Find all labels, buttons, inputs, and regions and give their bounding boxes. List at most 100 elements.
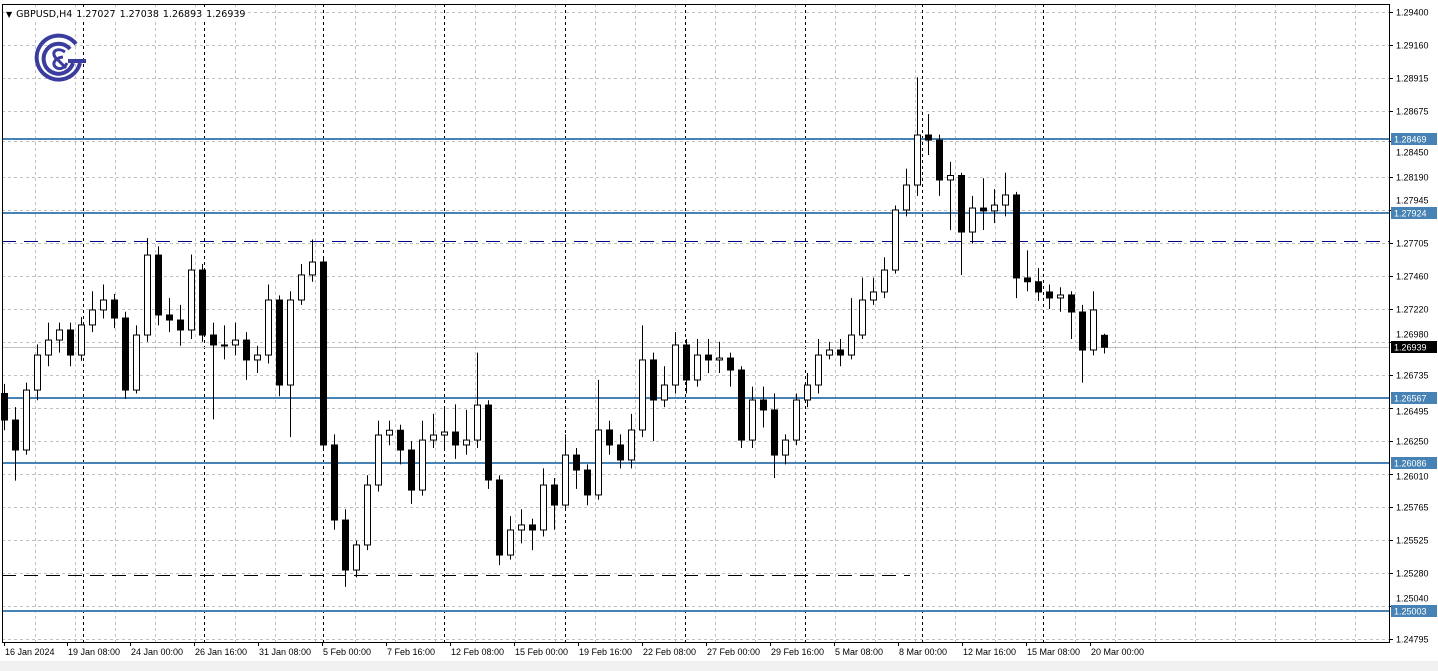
x-tick-label: 5 Feb 00:00 [323,647,371,657]
y-tick-label: 1.28190 [1396,173,1429,183]
bear-candle [111,299,118,319]
bull-candle [1057,294,1064,299]
y-tick-label: 1.27705 [1396,239,1429,249]
level-price-tag [1391,605,1437,617]
bear-candle [243,339,250,361]
bear-candle [529,524,536,531]
bear-candle [12,419,19,451]
bear-candle [584,469,591,496]
axes: 1.29400 1.29160 1.28915 1.28675 1.28450 1.281… [2,4,1437,657]
bear-candle [485,404,492,481]
bull-candle [716,357,723,361]
bear-candle [1101,334,1108,348]
bear-candle [837,349,844,356]
symbol-header[interactable]: ▼ GBPUSD,H4 1.27027 1.27038 1.26893 1.26… [6,9,246,20]
period-separators [83,4,1044,642]
bear-candle [177,319,184,331]
bull-candle [254,354,261,361]
bear-candle [980,207,987,212]
bull-candle [793,399,800,441]
bull-candle [859,299,866,336]
bear-candle [342,519,349,571]
bull-candle [309,261,316,276]
bear-candle [683,344,690,381]
bear-candle [606,429,613,446]
bear-candle [1035,281,1042,293]
bull-candle [419,439,426,491]
current-price-tag [1391,341,1437,353]
bull-candle [881,269,888,293]
bear-candle [320,261,327,446]
y-tick-label: 1.29400 [1396,8,1429,18]
bear-candle [760,399,767,411]
x-tick-label: 12 Mar 16:00 [963,647,1016,657]
x-tick-label: 8 Mar 00:00 [899,647,947,657]
bull-candle [562,454,569,506]
level-lines [2,138,1389,612]
bear-candle [496,479,503,556]
x-tick-label: 19 Feb 16:00 [579,647,632,657]
y-tick-label: 1.28675 [1396,107,1429,117]
bear-candle [551,484,558,506]
bear-candle [397,429,404,451]
bear-candle [331,444,338,521]
x-tick-label: 15 Feb 00:00 [515,647,568,657]
bear-candle [67,329,74,356]
bear-candle [1079,311,1086,351]
bull-candle [672,344,679,386]
bear-candle [155,254,162,316]
bull-candle [298,274,305,301]
bull-candle [89,309,96,326]
bull-candle [364,484,371,546]
x-tick-label: 16 Jan 2024 [5,647,55,657]
bear-candle [738,369,745,441]
bull-candle [133,334,140,391]
level-price-tag [1391,133,1437,145]
candles [1,77,1108,587]
level-price-label: 1.26567 [1394,394,1427,404]
bull-candle [375,434,382,486]
y-tick-label: 1.25040 [1396,594,1429,604]
bull-candle [221,344,228,347]
x-tick-label: 20 Mar 00:00 [1091,647,1144,657]
y-tick-label: 1.24795 [1396,635,1429,645]
symbol-label: GBPUSD,H4 [16,9,73,20]
y-tick-label: 1.28915 [1396,74,1429,84]
x-tick-label: 24 Jan 00:00 [131,647,183,657]
y-tick-label: 1.28450 [1396,148,1429,158]
bear-candle [1013,194,1020,279]
bull-candle [969,207,976,233]
dropdown-triangle-icon[interactable]: ▼ [6,10,13,19]
y-tick-label: 1.26980 [1396,330,1429,340]
bull-candle [441,431,448,436]
current-price-label: 1.26939 [1394,343,1427,353]
bull-candle [826,349,833,356]
bull-candle [870,291,877,301]
low-value: 1.26893 [162,9,203,20]
x-tick-label: 26 Jan 16:00 [195,647,247,657]
bear-candle [210,334,217,346]
bull-candle [78,324,85,356]
bull-candle [100,299,107,311]
bull-candle [1090,309,1097,351]
level-price-label: 1.28469 [1394,135,1427,145]
y-tick-label: 1.25765 [1396,503,1429,513]
bear-candle [122,317,129,391]
plot-frame [2,4,1390,643]
bull-candle [903,184,910,211]
bull-candle [749,399,756,441]
bull-candle [804,384,811,401]
bull-candle [23,389,30,451]
bull-candle [540,484,547,531]
bull-candle [45,339,52,356]
bear-candle [650,359,657,401]
y-tick-label: 1.29160 [1396,41,1429,51]
bear-candle [1,392,8,421]
bull-candle [463,439,470,446]
bull-candle [595,429,602,496]
bear-candle [166,314,173,321]
bull-candle [474,404,481,441]
bear-candle [1024,277,1031,283]
level-price-label: 1.25003 [1394,607,1427,617]
